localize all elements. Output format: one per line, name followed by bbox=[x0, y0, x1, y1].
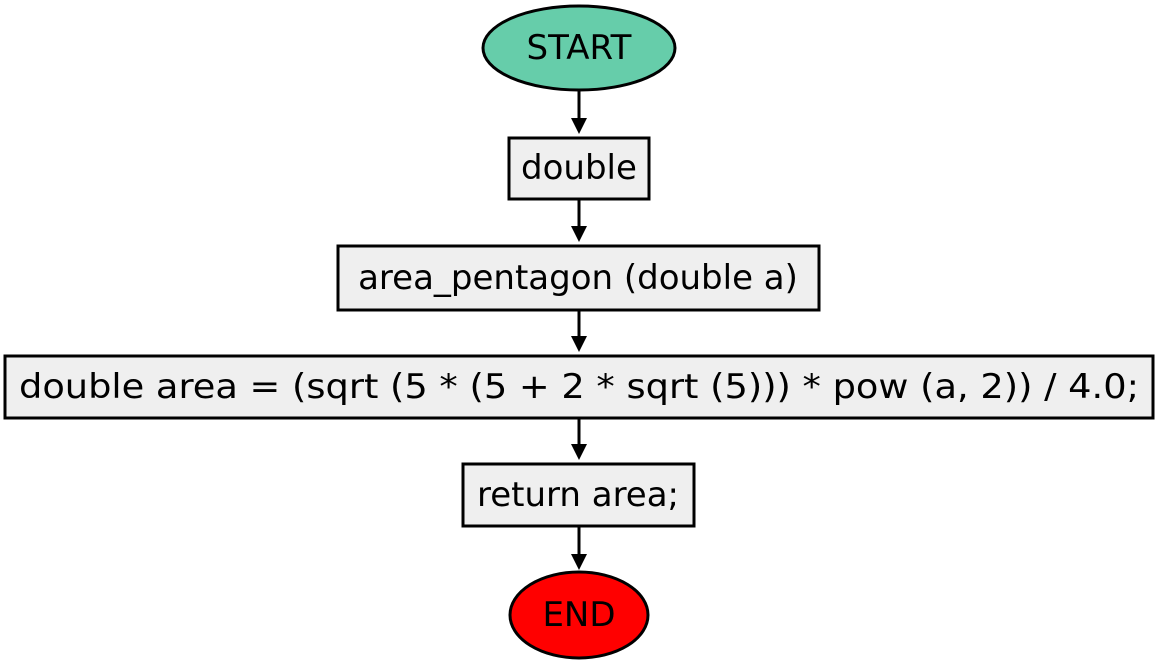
arrowhead bbox=[571, 336, 587, 352]
arrowhead bbox=[571, 554, 587, 570]
compute-box bbox=[3, 354, 1155, 420]
edge-return-type-to-signature bbox=[571, 199, 587, 242]
arrowhead bbox=[571, 444, 587, 460]
end-ellipse bbox=[508, 570, 650, 660]
arrowhead bbox=[571, 118, 587, 134]
edge-return-stmt-to-end bbox=[571, 526, 587, 570]
edge-start-to-return-type bbox=[571, 90, 587, 134]
compute-label: double area = (sqrt (5 * (5 + 2 * sqrt (… bbox=[19, 367, 1139, 407]
edge-compute-to-return-stmt bbox=[571, 418, 587, 460]
start-label: START bbox=[527, 28, 632, 68]
end-node: END bbox=[508, 570, 650, 660]
signature-box bbox=[336, 244, 821, 312]
signature-label: area_pentagon (double a) bbox=[358, 258, 798, 298]
end-label: END bbox=[542, 595, 615, 635]
return-stmt-label: return area; bbox=[477, 475, 679, 515]
compute-node: double area = (sqrt (5 * (5 + 2 * sqrt (… bbox=[3, 354, 1155, 420]
arrowhead bbox=[571, 226, 587, 242]
edge-signature-to-compute bbox=[571, 310, 587, 352]
start-node: START bbox=[481, 4, 677, 92]
start-ellipse bbox=[481, 4, 677, 92]
return-type-box bbox=[507, 136, 651, 201]
return-type-node: double bbox=[507, 136, 651, 201]
return-stmt-node: return area; bbox=[461, 462, 696, 528]
signature-node: area_pentagon (double a) bbox=[336, 244, 821, 312]
return-stmt-box bbox=[461, 462, 696, 528]
return-type-label: double bbox=[521, 148, 637, 188]
